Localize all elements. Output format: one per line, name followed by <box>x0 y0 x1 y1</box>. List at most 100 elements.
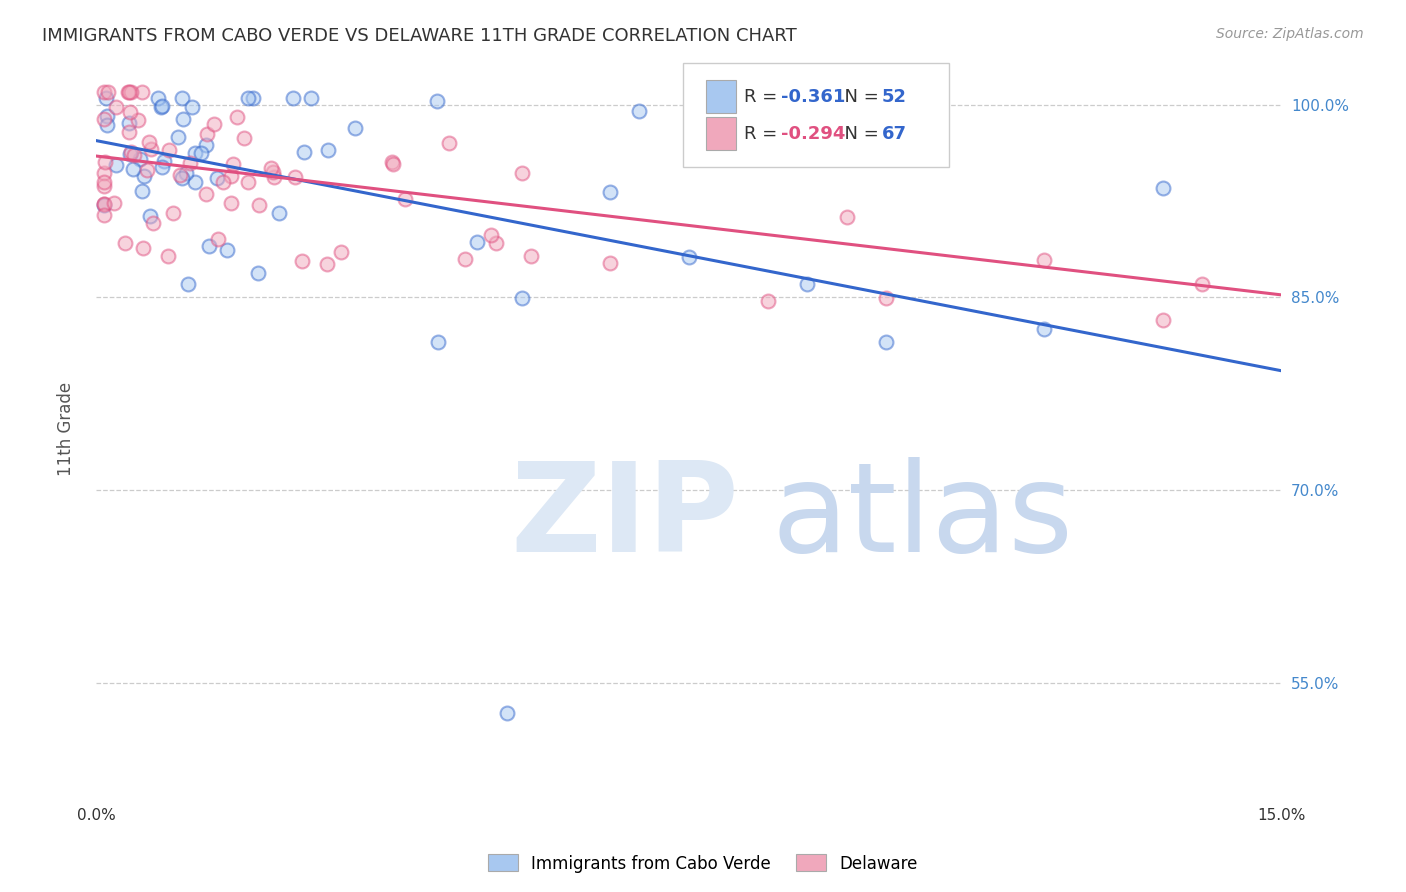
Point <box>181 100 204 114</box>
FancyBboxPatch shape <box>706 80 735 113</box>
Point <box>114 235 136 250</box>
Point <box>678 250 700 264</box>
Point <box>1191 277 1213 291</box>
Point <box>118 125 141 139</box>
Point <box>105 157 128 171</box>
Point <box>93 197 115 211</box>
Point <box>174 166 197 180</box>
Y-axis label: 11th Grade: 11th Grade <box>58 382 75 476</box>
Text: N =: N = <box>834 125 884 143</box>
Point <box>162 205 184 219</box>
Text: R =: R = <box>744 87 783 105</box>
Point <box>141 216 163 230</box>
Point <box>454 252 477 266</box>
Point <box>96 109 118 123</box>
Point <box>93 198 115 212</box>
Point <box>117 85 139 99</box>
Point <box>131 85 153 99</box>
Point <box>93 178 115 193</box>
Point <box>93 196 115 211</box>
Point <box>190 146 212 161</box>
Point <box>510 166 533 180</box>
Point <box>118 104 141 119</box>
Text: 67: 67 <box>882 125 907 143</box>
Point <box>120 85 142 99</box>
Legend: Immigrants from Cabo Verde, Delaware: Immigrants from Cabo Verde, Delaware <box>481 847 925 880</box>
Point <box>138 135 160 149</box>
Point <box>292 145 315 159</box>
Text: R =: R = <box>744 125 783 143</box>
Point <box>169 169 191 183</box>
Point <box>134 169 156 183</box>
Point <box>177 277 200 292</box>
Point <box>627 103 650 118</box>
Text: -0.361: -0.361 <box>780 87 845 105</box>
Point <box>96 118 118 132</box>
Point <box>382 157 405 171</box>
FancyBboxPatch shape <box>706 117 735 150</box>
Point <box>316 143 339 157</box>
Point <box>330 245 353 260</box>
Point <box>195 127 218 141</box>
Point <box>1033 321 1056 335</box>
Point <box>485 235 508 250</box>
Point <box>247 198 270 212</box>
Point <box>875 334 897 349</box>
Point <box>284 169 307 184</box>
Point <box>170 171 193 186</box>
Point <box>283 91 305 105</box>
Point <box>146 91 169 105</box>
Point <box>97 85 120 99</box>
Point <box>122 162 145 177</box>
Point <box>129 152 152 166</box>
Text: IMMIGRANTS FROM CABO VERDE VS DELAWARE 11TH GRADE CORRELATION CHART: IMMIGRANTS FROM CABO VERDE VS DELAWARE 1… <box>42 27 797 45</box>
Point <box>131 184 153 198</box>
FancyBboxPatch shape <box>683 63 949 167</box>
Point <box>246 267 269 281</box>
Point <box>120 147 142 161</box>
Point <box>1152 181 1174 195</box>
Point <box>172 112 194 126</box>
Point <box>512 291 534 305</box>
Text: ZIP: ZIP <box>510 458 740 578</box>
Point <box>120 145 142 160</box>
Point <box>232 131 254 145</box>
Point <box>219 196 242 211</box>
Point <box>127 113 149 128</box>
Point <box>103 196 125 211</box>
Point <box>599 186 621 200</box>
Point <box>381 155 404 169</box>
Point <box>315 257 337 271</box>
Point <box>437 136 460 150</box>
Point <box>94 91 117 105</box>
Point <box>1033 252 1056 267</box>
Text: Source: ZipAtlas.com: Source: ZipAtlas.com <box>1216 27 1364 41</box>
Text: 52: 52 <box>882 87 907 105</box>
Point <box>194 187 217 202</box>
Point <box>465 235 488 249</box>
Point <box>835 211 858 225</box>
Point <box>495 706 517 720</box>
Point <box>93 175 115 189</box>
Point <box>263 170 285 185</box>
Point <box>215 244 238 258</box>
Point <box>170 91 193 105</box>
Point <box>299 91 322 105</box>
Point <box>179 156 201 170</box>
Point <box>153 153 176 168</box>
Point <box>184 145 207 160</box>
Point <box>124 148 146 162</box>
Point <box>394 192 416 206</box>
Point <box>183 175 205 189</box>
Point <box>211 175 233 189</box>
Point <box>93 112 115 127</box>
Point <box>104 100 127 114</box>
Point <box>262 165 284 179</box>
Point <box>156 249 179 263</box>
Point <box>1152 313 1174 327</box>
Point <box>205 170 228 185</box>
Point <box>93 208 115 222</box>
Point <box>426 94 449 108</box>
Point <box>202 117 225 131</box>
Point <box>167 130 190 145</box>
